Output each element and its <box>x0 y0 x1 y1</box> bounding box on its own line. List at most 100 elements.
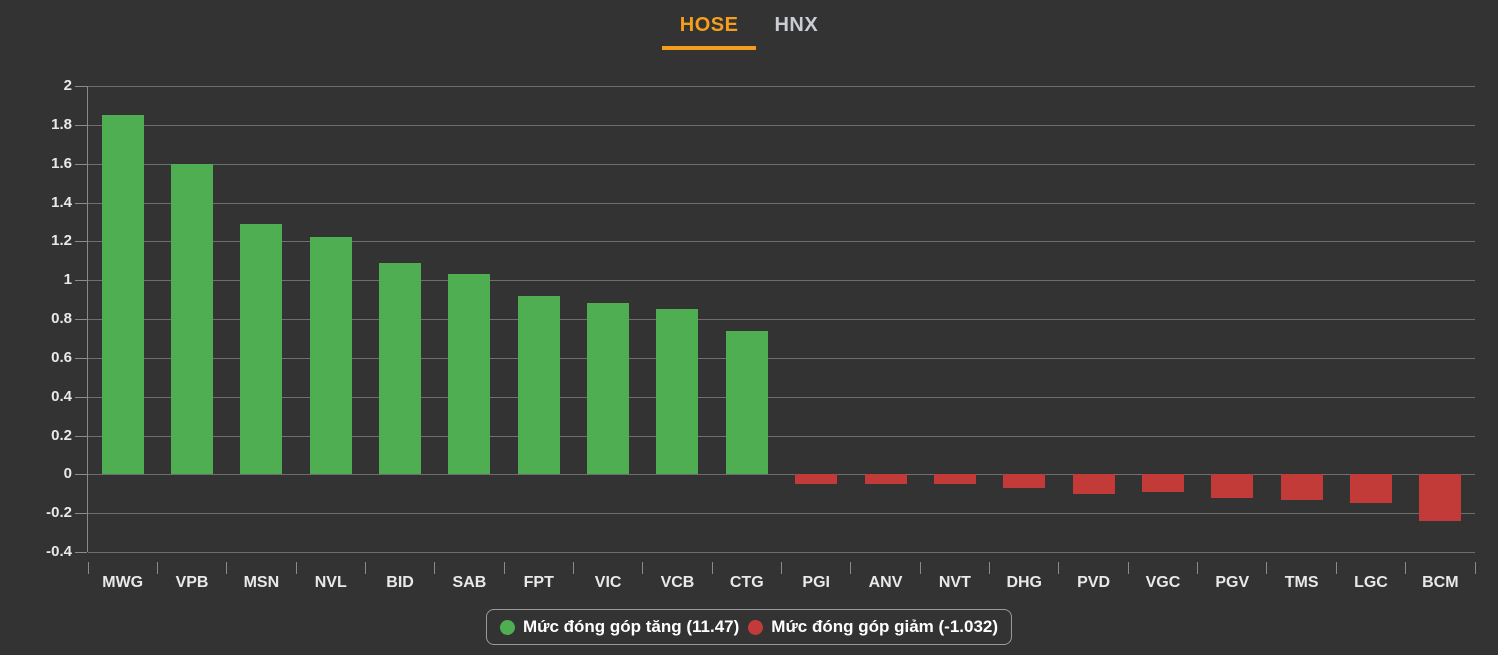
x-axis-label-VIC: VIC <box>594 574 622 591</box>
x-axis-label-MWG: MWG <box>102 574 144 591</box>
bar-SAB[interactable] <box>448 274 491 475</box>
x-axis-label-LGC: LGC <box>1354 574 1388 591</box>
gridline <box>88 435 1475 437</box>
y-axis-label: 0.8 <box>51 310 72 327</box>
bar-CTG[interactable] <box>725 330 768 475</box>
y-axis-label: 0 <box>63 465 72 483</box>
tab-hose[interactable]: HOSE <box>661 6 757 50</box>
y-axis-tick <box>75 124 87 126</box>
y-axis-tick <box>75 241 87 243</box>
bar-PGV[interactable] <box>1211 474 1254 498</box>
legend-decrease-label: Mức đóng góp giảm (-1.032) <box>771 617 999 636</box>
gridline <box>88 513 1475 515</box>
x-axis-label-VCB: VCB <box>660 574 695 591</box>
x-axis-label-ANV: ANV <box>868 574 903 591</box>
gridline <box>88 319 1475 320</box>
y-axis-tick <box>75 474 87 476</box>
gridline <box>88 86 1475 87</box>
x-axis-tick <box>295 562 297 574</box>
x-axis-tick <box>1058 562 1060 574</box>
bar-MSN[interactable] <box>240 223 283 475</box>
x-axis-label-DHG: DHG <box>1006 574 1042 591</box>
bar-VGC[interactable] <box>1141 474 1184 492</box>
gridline <box>88 241 1475 243</box>
x-axis-tick <box>87 562 89 574</box>
y-axis-label: 0.4 <box>51 387 72 405</box>
bar-MWG[interactable] <box>101 115 144 475</box>
x-axis-label-CTG: CTG <box>729 574 764 591</box>
x-axis-tick <box>226 562 228 574</box>
x-axis-label-PVD: PVD <box>1077 574 1111 591</box>
y-axis-label: 1.6 <box>51 154 72 172</box>
x-axis-tick <box>850 562 852 574</box>
gridline <box>88 163 1475 165</box>
bar-PGI[interactable] <box>795 474 838 485</box>
bar-VCB[interactable] <box>656 309 699 475</box>
legend-increase-label: Mức đóng góp tăng (11.47) <box>522 617 740 636</box>
x-axis-tick <box>711 562 713 574</box>
x-axis-tick <box>1474 562 1476 574</box>
x-axis-label-VGC: VGC <box>1145 574 1181 591</box>
y-axis-label: 1.8 <box>51 115 72 133</box>
x-axis-label-PGI: PGI <box>802 574 830 591</box>
y-axis-label: 0.6 <box>51 348 72 366</box>
bar-PVD[interactable] <box>1072 474 1115 494</box>
x-axis-tick <box>781 562 782 574</box>
gridline <box>88 552 1475 553</box>
y-axis-label: -0.2 <box>46 504 72 522</box>
x-axis-tick <box>919 562 921 574</box>
x-axis-label-VPB: VPB <box>175 574 209 591</box>
gridline <box>88 124 1475 126</box>
y-axis-tick <box>75 435 87 437</box>
gridline <box>88 396 1475 398</box>
y-axis-tick <box>75 202 87 204</box>
bar-LGC[interactable] <box>1349 474 1392 504</box>
tab-hnx[interactable]: HNX <box>774 14 819 36</box>
legend-item-increase[interactable]: Mức đóng góp tăng (11.47) <box>499 617 740 637</box>
y-axis-label: -0.4 <box>46 543 72 560</box>
x-axis-label-MSN: MSN <box>243 574 280 591</box>
x-axis-tick <box>503 562 505 574</box>
x-axis-label-FPT: FPT <box>523 574 554 591</box>
bar-TMS[interactable] <box>1280 474 1323 500</box>
y-axis-label: 0.2 <box>51 426 72 444</box>
x-axis-tick <box>434 562 436 574</box>
x-axis-label-BCM: BCM <box>1422 574 1459 591</box>
bar-NVT[interactable] <box>933 474 976 485</box>
x-axis-tick <box>1405 562 1407 574</box>
gridline <box>88 474 1475 476</box>
gridline <box>88 280 1475 282</box>
bar-VPB[interactable] <box>171 163 214 475</box>
y-axis-tick <box>75 163 87 165</box>
x-axis-tick <box>364 562 366 574</box>
gridline <box>88 202 1475 204</box>
y-axis-tick <box>75 319 87 320</box>
legend-item-decrease[interactable]: Mức đóng góp giảm (-1.032) <box>748 617 998 637</box>
y-axis-tick <box>75 552 87 553</box>
x-axis-label-NVL: NVL <box>314 574 347 591</box>
x-axis-label-NVT: NVT <box>938 574 971 591</box>
x-axis-tick <box>1127 562 1129 574</box>
x-axis-label-PGV: PGV <box>1215 574 1250 591</box>
y-axis-label: 1 <box>63 271 72 289</box>
bar-BCM[interactable] <box>1419 474 1462 521</box>
bar-VIC[interactable] <box>587 303 630 475</box>
x-axis-tick <box>642 562 644 574</box>
x-axis-label-TMS: TMS <box>1284 574 1319 591</box>
y-axis-tick <box>75 280 87 282</box>
y-axis-tick <box>75 513 87 515</box>
y-axis-label: 1.2 <box>51 232 72 250</box>
bar-FPT[interactable] <box>517 295 560 475</box>
bar-ANV[interactable] <box>864 474 907 485</box>
y-axis-tick <box>75 357 87 359</box>
x-axis-tick <box>1335 562 1337 574</box>
bar-BID[interactable] <box>379 262 422 475</box>
gridline <box>88 357 1475 359</box>
y-axis-label: 1.4 <box>51 193 72 211</box>
x-axis-tick <box>572 562 574 574</box>
y-axis-tick <box>75 86 87 87</box>
legend-increase-dot-icon <box>499 619 515 635</box>
bar-DHG[interactable] <box>1003 474 1046 488</box>
x-axis-label-SAB: SAB <box>452 574 487 591</box>
bar-NVL[interactable] <box>309 237 352 475</box>
